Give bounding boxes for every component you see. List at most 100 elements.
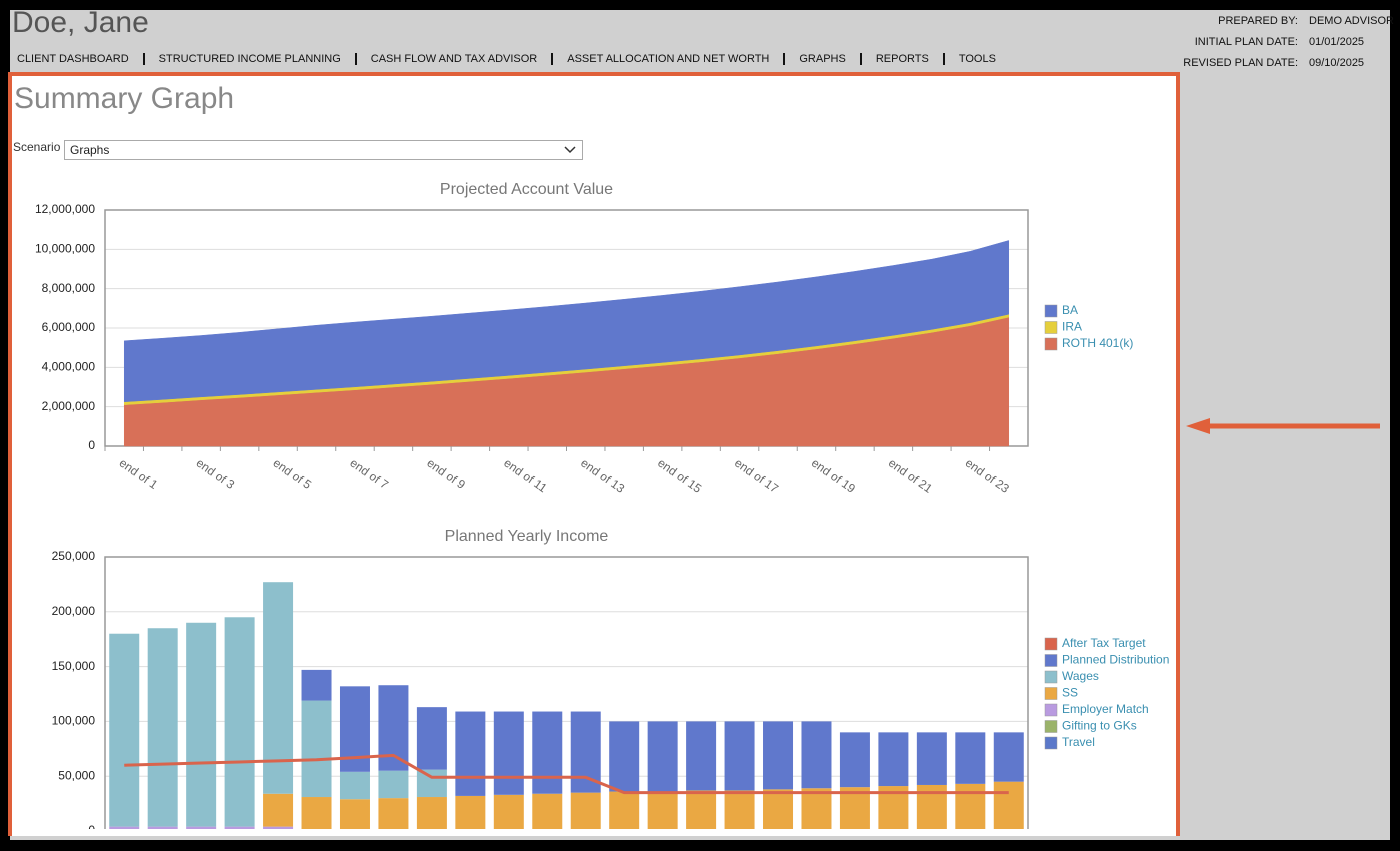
info-value: 09/10/2025 — [1309, 57, 1365, 69]
bar-segment — [647, 721, 678, 792]
x-tick-label: end of 7 — [347, 456, 391, 493]
y-tick-label: 10,000,000 — [35, 242, 95, 256]
bar-segment — [609, 721, 640, 792]
bar-segment — [416, 769, 447, 798]
bar-segment — [455, 795, 486, 829]
legend-swatch — [1044, 687, 1058, 700]
bar-segment — [224, 826, 255, 829]
bar-segment — [724, 721, 755, 791]
chart: Projected Account Value 0 2,000,000 4,000,0… — [35, 181, 1133, 496]
bar-segment — [955, 783, 986, 829]
info-value: 01/01/2025 — [1309, 36, 1365, 48]
chart: Planned Yearly Income 0 50,000 100,000 150,0… — [52, 528, 1169, 837]
bar-segment — [493, 711, 524, 795]
bar-segment — [916, 732, 947, 785]
chart-title: Planned Yearly Income — [445, 528, 609, 545]
client-name: Doe, Jane — [12, 6, 149, 39]
bar-segment — [224, 617, 255, 827]
x-tick-label: end of 21 — [886, 456, 935, 496]
bar-segment — [147, 628, 178, 827]
nav-item[interactable]: TOOLS — [942, 53, 1010, 65]
legend-label: ROTH 401(k) — [1062, 336, 1133, 350]
nav-item[interactable]: STRUCTURED INCOME PLANNING — [142, 53, 355, 65]
y-tick-label: 4,000,000 — [42, 360, 96, 374]
y-tick-label: 0 — [88, 823, 95, 837]
bar-segment — [532, 793, 563, 829]
legend-swatch — [1044, 654, 1058, 667]
info-label: REVISED PLAN DATE: — [1183, 57, 1298, 69]
bar-segment — [301, 669, 332, 701]
info-label: PREPARED BY: — [1218, 15, 1298, 27]
legend-label: SS — [1062, 686, 1078, 700]
bar-segment — [378, 770, 409, 799]
chart-title: Projected Account Value — [440, 181, 613, 198]
x-tick-label: end of 9 — [424, 456, 468, 493]
bar-segment — [301, 700, 332, 798]
nav-item[interactable]: GRAPHS — [783, 53, 859, 65]
bar-segment — [993, 732, 1024, 782]
legend-swatch — [1044, 321, 1058, 334]
y-tick-label: 50,000 — [58, 768, 95, 782]
bar-segment — [647, 791, 678, 829]
legend-swatch — [1044, 304, 1058, 318]
x-tick-label: end of 1 — [117, 456, 161, 493]
legend-label: IRA — [1062, 320, 1082, 334]
bar-segment — [455, 711, 486, 796]
bar-segment — [378, 798, 409, 829]
bar-segment — [339, 799, 370, 829]
nav-item[interactable]: REPORTS — [859, 53, 943, 65]
bar-segment — [686, 790, 717, 829]
legend-label: BA — [1062, 303, 1078, 317]
legend-label: Planned Distribution — [1062, 653, 1169, 667]
legend-swatch — [1044, 670, 1058, 684]
y-tick-label: 100,000 — [52, 714, 96, 728]
bar-segment — [839, 732, 870, 788]
bar-segment — [186, 622, 217, 827]
scenario-select[interactable]: Graphs — [64, 140, 583, 160]
x-tick-label: end of 17 — [732, 456, 781, 496]
nav-item[interactable]: CLIENT DASHBOARD — [17, 53, 129, 65]
bar-segment — [301, 797, 332, 829]
arrow-head — [1186, 418, 1210, 434]
legend-label: Gifting to GKs — [1062, 719, 1137, 733]
x-tick-label: end of 15 — [655, 456, 704, 496]
y-tick-label: 12,000,000 — [35, 202, 95, 216]
nav-item[interactable]: CASH FLOW AND TAX ADVISOR — [354, 53, 551, 65]
y-tick-label: 150,000 — [52, 659, 96, 673]
bar-segment — [109, 633, 140, 827]
plot-frame — [104, 556, 1029, 829]
bar-segment — [532, 711, 563, 794]
bar-segment — [416, 707, 447, 770]
bar-segment — [263, 826, 294, 829]
bar-segment — [570, 711, 601, 793]
bar-segment — [416, 797, 447, 829]
x-tick-label: end of 23 — [963, 456, 1012, 496]
y-tick-label: 0 — [88, 438, 95, 452]
y-tick-label: 2,000,000 — [42, 399, 96, 413]
scenario-label: Scenario — [13, 140, 61, 154]
chevron — [564, 146, 576, 154]
legend-label: After Tax Target — [1062, 636, 1146, 650]
bar-segment — [147, 826, 178, 829]
y-tick-label: 250,000 — [52, 549, 96, 563]
legend-swatch — [1044, 637, 1058, 651]
bar-segment — [263, 582, 294, 794]
bar-segment — [609, 791, 640, 829]
legend-label: Wages — [1062, 669, 1099, 683]
legend-swatch — [1044, 736, 1058, 750]
nav-item[interactable]: ASSET ALLOCATION AND NET WORTH — [551, 53, 783, 65]
bar-segment — [878, 732, 909, 787]
nav-bar: CLIENT DASHBOARD STRUCTURED INCOME PLANN… — [8, 53, 1010, 65]
select-value: Graphs — [70, 143, 110, 157]
bar-segment — [763, 721, 794, 790]
y-tick-label: 8,000,000 — [42, 281, 96, 295]
bar-segment — [801, 788, 832, 829]
bar-segment — [993, 781, 1024, 829]
bar-segment — [724, 790, 755, 829]
info-value: DEMO ADVISOR — [1309, 15, 1394, 27]
legend-swatch — [1044, 337, 1058, 351]
x-tick-label: end of 3 — [194, 456, 238, 493]
bar-segment — [801, 721, 832, 789]
